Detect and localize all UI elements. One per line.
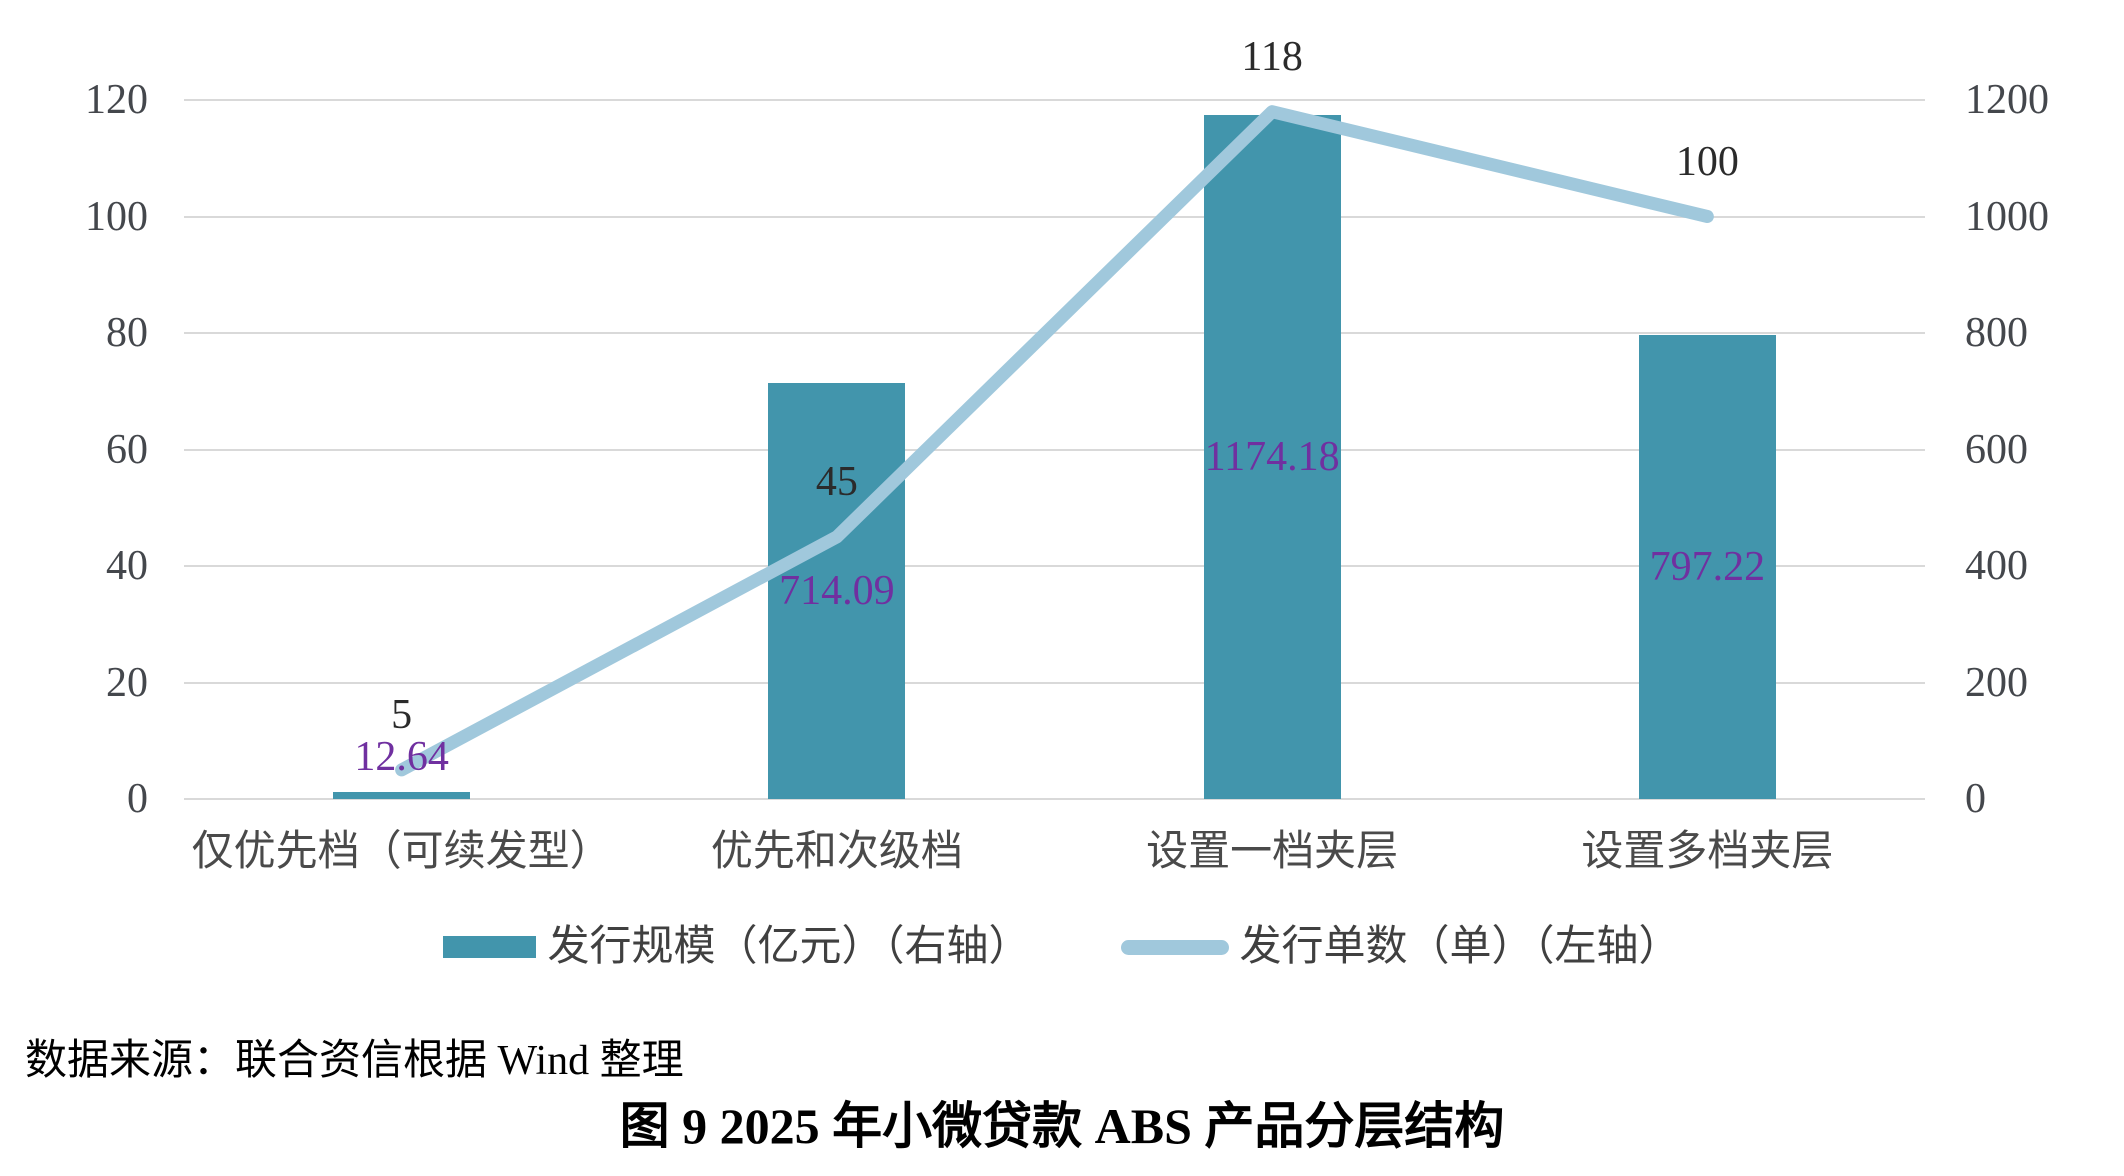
bar-value-label: 12.64 bbox=[354, 733, 449, 780]
gridline bbox=[184, 99, 1925, 101]
y-axis-right-tick-label: 600 bbox=[1965, 426, 2028, 473]
line-value-label: 100 bbox=[1675, 138, 1739, 185]
line-value-label: 118 bbox=[1241, 33, 1303, 80]
bar-value-label: 797.22 bbox=[1649, 543, 1766, 590]
x-axis-category-label: 设置多档夹层 bbox=[1581, 829, 1834, 875]
bar-value-label: 714.09 bbox=[779, 568, 895, 615]
legend-item-line: 发行单数（单）（左轴） bbox=[1120, 924, 1681, 970]
bar bbox=[1203, 115, 1341, 799]
legend-bar-swatch bbox=[443, 936, 537, 958]
y-axis-left-tick-label: 20 bbox=[106, 659, 148, 706]
y-axis-left-tick-label: 0 bbox=[127, 776, 148, 822]
line-value-label: 5 bbox=[391, 691, 413, 738]
legend-bar-label: 发行规模（亿元）（右轴） bbox=[547, 924, 1031, 970]
y-axis-left-tick-label: 60 bbox=[106, 426, 148, 473]
bar bbox=[333, 791, 471, 799]
gridline bbox=[184, 215, 1925, 218]
y-axis-left-tick-label: 80 bbox=[106, 310, 148, 356]
line-series bbox=[395, 105, 1714, 777]
source-note: 数据来源：联合资信根据 Wind 整理 bbox=[25, 1038, 684, 1084]
chart-figure: 0 0 20 200 40 400 60 600 80 800 100 1000 120 1200 5 45 1… bbox=[0, 33, 2124, 976]
y-axis-right-tick-label: 1200 bbox=[1965, 77, 2049, 123]
legend-line-label: 发行单数（单）（左轴） bbox=[1239, 924, 1681, 970]
legend-line-swatch bbox=[1120, 939, 1229, 955]
y-axis-right-tick-label: 0 bbox=[1965, 776, 1986, 822]
y-axis-right-tick-label: 800 bbox=[1965, 310, 2028, 356]
y-axis-right-tick-label: 400 bbox=[1965, 543, 2028, 589]
gridline bbox=[184, 565, 1925, 567]
line-path bbox=[395, 105, 1714, 777]
bar-value-label: 1174.18 bbox=[1204, 434, 1340, 481]
legend: 发行规模（亿元）（右轴） 发行单数（单）（左轴） bbox=[0, 918, 2124, 976]
figure-caption: 图 9 2025 年小微贷款 ABS 产品分层结构 bbox=[619, 1098, 1505, 1154]
gridline bbox=[184, 798, 1925, 800]
legend-item-bars: 发行规模（亿元）（右轴） bbox=[443, 924, 1031, 970]
gridline bbox=[184, 681, 1925, 684]
line-value-label: 45 bbox=[815, 458, 858, 505]
x-axis-category-label: 优先和次级档 bbox=[710, 829, 963, 875]
y-axis-right-tick-label: 200 bbox=[1965, 659, 2028, 706]
y-axis-left-tick-label: 100 bbox=[85, 193, 148, 240]
y-axis-left-tick-label: 120 bbox=[85, 77, 148, 123]
x-axis-category-label: 设置一档夹层 bbox=[1146, 829, 1399, 875]
gridline bbox=[184, 448, 1925, 451]
bar bbox=[768, 383, 906, 799]
bar bbox=[1638, 334, 1776, 799]
plot-area: 0 0 20 200 40 400 60 600 80 800 100 1000 120 1200 5 45 1… bbox=[85, 33, 2049, 875]
x-axis-category-label: 仅优先档（可续发型） bbox=[191, 829, 612, 875]
y-axis-left-tick-label: 40 bbox=[106, 543, 148, 589]
y-axis-right-tick-label: 1000 bbox=[1965, 193, 2049, 240]
